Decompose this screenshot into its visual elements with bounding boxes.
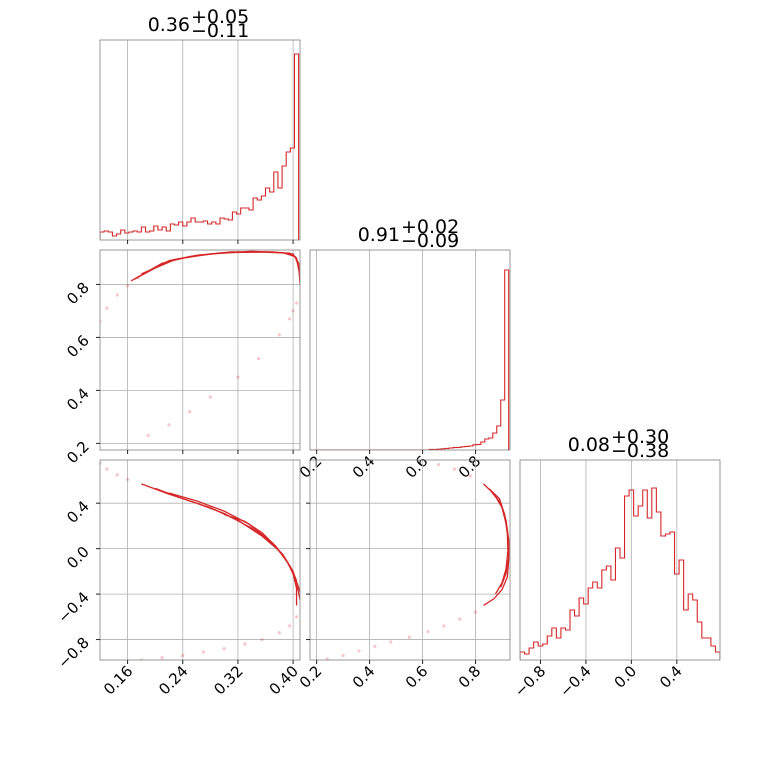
panel-title-minus-p11: −0.09 — [401, 230, 459, 252]
contour-line-p20-2 — [168, 492, 300, 593]
histogram-step-p11 — [310, 269, 510, 450]
sample-point-p21-11 — [357, 649, 361, 653]
sample-point-p21-13 — [325, 657, 329, 660]
x-tick-label-p21-1: 0.4 — [349, 662, 379, 692]
x-tick-label-p20-0: 0.16 — [100, 662, 136, 698]
sample-point-p20-4 — [294, 615, 299, 619]
panel-p20: 0.16 0.24 0.32 0.40−0.8−0.40.00.4 — [54, 459, 302, 698]
y-tick-label-p10-3: 0.8 — [63, 279, 93, 309]
x-tick-label-p21-0: 0.2 — [296, 662, 326, 692]
contour-line-p20-3 — [223, 513, 298, 581]
panel-p22: −0.8 −0.4 0.0 0.4 0.08 +0.30−0.38 — [511, 426, 721, 701]
panel-p11: 0.2 0.4 0.6 0.80.91 +0.02−0.09 — [296, 216, 511, 482]
sample-point-p20-1 — [105, 467, 109, 471]
panel-title-value-p00: 0.36 — [148, 14, 190, 36]
panel-title-value-p11: 0.91 — [358, 224, 400, 246]
x-tick-label-p22-1: −0.4 — [556, 662, 594, 700]
y-tick-label-p20-0: −0.8 — [54, 634, 92, 672]
contour-line-p20-1 — [154, 487, 300, 600]
marks-p10 — [100, 250, 300, 438]
panel-title-minus-p22: −0.38 — [611, 440, 669, 462]
contour-line-p21-0 — [483, 483, 510, 607]
panel-title-plus-p11: +0.02 — [401, 216, 459, 238]
y-tick-label-p10-0: 0.2 — [63, 437, 93, 467]
sample-point-p10-14 — [291, 309, 295, 313]
sample-point-p10-10 — [277, 333, 281, 337]
marks-p11 — [310, 269, 510, 450]
x-tick-label-p22-3: 0.4 — [656, 662, 686, 692]
sample-point-p21-3 — [468, 474, 472, 478]
x-tick-label-p22-2: 0.0 — [611, 662, 641, 692]
sample-point-p20-2 — [115, 473, 119, 477]
y-tick-label-p10-2: 0.6 — [63, 332, 93, 362]
sample-point-p21-9 — [389, 640, 393, 644]
contour-line-p10-1 — [134, 251, 300, 285]
contour-line-p10-2 — [141, 250, 300, 275]
x-tick-label-p11-1: 0.4 — [349, 452, 379, 482]
axes-frame-p21 — [309, 459, 511, 661]
axes-frame-p10 — [99, 249, 301, 451]
marks-p20 — [100, 461, 300, 660]
sample-point-p10-3 — [125, 284, 130, 288]
histogram-step-p22 — [520, 487, 720, 660]
contour-line-p21-2 — [490, 491, 510, 588]
panel-title-minus-p00: −0.11 — [191, 20, 249, 42]
marks-p21 — [325, 460, 510, 660]
axes-frame-p22 — [519, 459, 721, 661]
sample-point-p21-8 — [407, 635, 411, 639]
panel-p21: 0.2 0.4 0.6 0.8 — [296, 459, 511, 692]
sample-point-p21-7 — [426, 629, 430, 634]
sample-point-p10-6 — [208, 395, 212, 399]
sample-point-p10-2 — [115, 293, 119, 297]
sample-point-p10-12 — [294, 301, 299, 305]
sample-point-p10-11 — [288, 317, 292, 321]
axes-frame-p00 — [99, 39, 301, 241]
axes-frame-p11 — [309, 249, 511, 451]
y-tick-label-p20-2: 0.0 — [63, 543, 93, 573]
sample-point-p20-12 — [160, 656, 164, 660]
sample-point-p20-6 — [277, 631, 281, 635]
x-tick-label-p22-0: −0.8 — [511, 662, 549, 700]
sample-point-p21-6 — [442, 624, 446, 628]
panel-title-plus-p00: +0.05 — [191, 6, 249, 28]
sample-point-p20-9 — [222, 647, 226, 651]
sample-point-p10-5 — [236, 375, 240, 379]
panel-p00: 0.36 +0.05−0.11 — [99, 6, 301, 244]
axes-frame-p20 — [99, 459, 301, 661]
sample-point-p21-5 — [458, 617, 462, 621]
x-tick-label-p21-3: 0.8 — [455, 662, 485, 692]
panel-title-plus-p22: +0.30 — [611, 426, 669, 448]
x-tick-label-p21-2: 0.6 — [402, 662, 432, 692]
y-tick-label-p20-1: −0.4 — [54, 588, 92, 626]
sample-point-p21-10 — [373, 644, 377, 648]
sample-point-p10-13 — [257, 357, 261, 361]
sample-point-p10-7 — [188, 409, 192, 414]
contour-line-p21-1 — [488, 487, 509, 595]
histogram-step-p00 — [100, 53, 300, 240]
x-tick-label-p20-2: 0.32 — [210, 662, 246, 698]
sample-point-p21-2 — [452, 467, 456, 471]
x-tick-label-p20-1: 0.24 — [155, 662, 191, 698]
marks-p00 — [100, 53, 300, 240]
sample-point-p20-8 — [243, 642, 247, 646]
x-tick-label-p11-2: 0.6 — [402, 452, 432, 482]
y-tick-label-p10-1: 0.4 — [63, 384, 93, 414]
contour-line-p10-0 — [130, 251, 300, 282]
y-tick-label-p20-3: 0.4 — [63, 497, 93, 527]
sample-point-p10-1 — [105, 306, 109, 310]
sample-point-p21-4 — [473, 610, 478, 614]
sample-point-p20-11 — [181, 653, 185, 658]
sample-point-p10-9 — [146, 433, 150, 438]
sample-point-p20-3 — [125, 477, 130, 481]
panel-p10: 0.2 0.4 0.6 0.8 — [63, 249, 301, 467]
panel-title-value-p22: 0.08 — [568, 434, 610, 456]
sample-point-p21-1 — [436, 462, 441, 467]
sample-point-p20-10 — [201, 650, 206, 654]
sample-point-p21-12 — [341, 653, 345, 658]
sample-point-p20-5 — [288, 624, 292, 628]
sample-point-p10-8 — [167, 423, 171, 427]
marks-p22 — [520, 487, 720, 660]
sample-point-p20-7 — [260, 637, 264, 642]
